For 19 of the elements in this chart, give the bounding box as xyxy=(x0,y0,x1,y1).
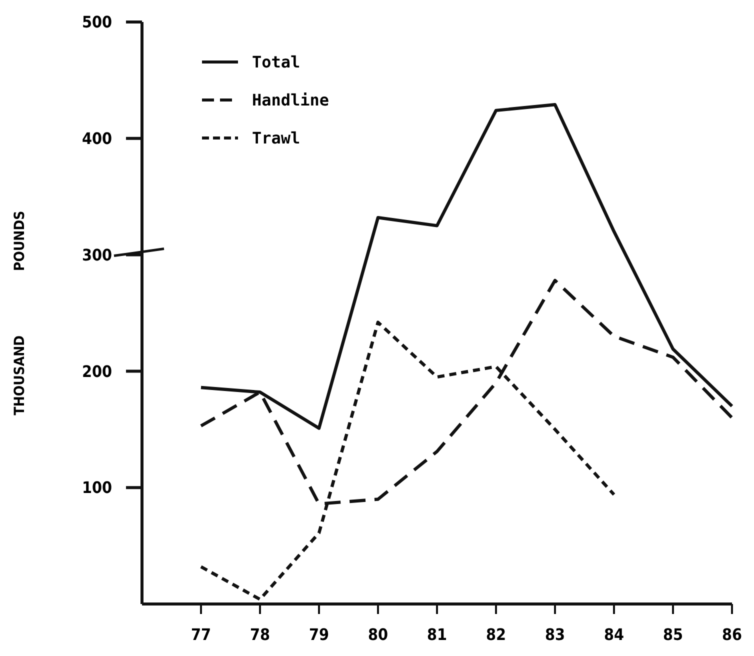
y-tick-label: 400 xyxy=(82,129,112,148)
legend-label: Trawl xyxy=(252,128,300,148)
x-tick-label: 84 xyxy=(604,625,624,644)
y-tick-label: 300 xyxy=(82,245,112,264)
y-tick-label: 200 xyxy=(82,362,112,381)
x-tick-label: 80 xyxy=(368,625,388,644)
x-tick-label: 79 xyxy=(308,625,330,644)
y-tick-label: 100 xyxy=(82,478,112,498)
legend-label: Total xyxy=(252,52,300,72)
x-tick-label: 86 xyxy=(722,625,742,644)
x-tick-label: 78 xyxy=(250,625,270,644)
x-tick-label: 81 xyxy=(426,625,448,644)
x-tick-label: 83 xyxy=(544,625,566,644)
y-tick-label: 500 xyxy=(82,12,112,32)
x-tick-label: 77 xyxy=(190,625,212,644)
x-tick-label: 85 xyxy=(662,625,684,644)
y-axis-title: THOUSAND POUNDS xyxy=(12,210,28,416)
legend-label: Handline xyxy=(252,90,330,110)
x-tick-label: 82 xyxy=(486,625,506,644)
